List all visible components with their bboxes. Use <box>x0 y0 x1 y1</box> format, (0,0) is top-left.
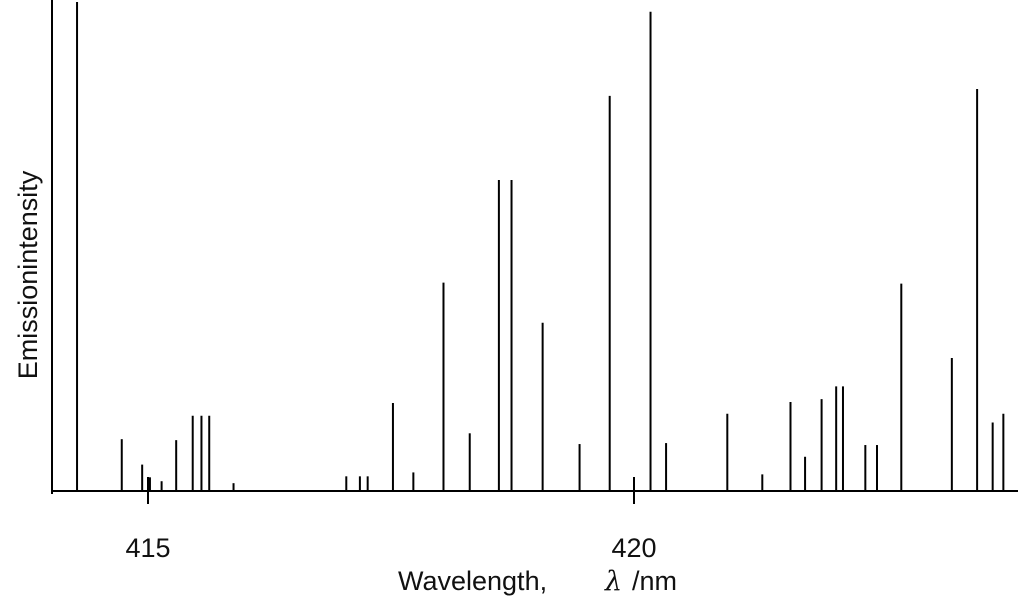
spectral-lines-group <box>76 2 1005 491</box>
x-axis-label-unit: /nm <box>632 566 677 596</box>
x-axis-label-text: Wavelength, <box>398 566 547 596</box>
x-tick-label-415: 415 <box>125 533 170 563</box>
y-axis-label: Emissionintensity <box>13 170 43 379</box>
x-tick-label-420: 420 <box>611 533 656 563</box>
x-axis-label: Wavelength, λ /nm <box>398 566 677 597</box>
x-ticks-group: 415 420 <box>125 477 657 563</box>
x-axis-label-symbol: λ <box>604 566 622 597</box>
